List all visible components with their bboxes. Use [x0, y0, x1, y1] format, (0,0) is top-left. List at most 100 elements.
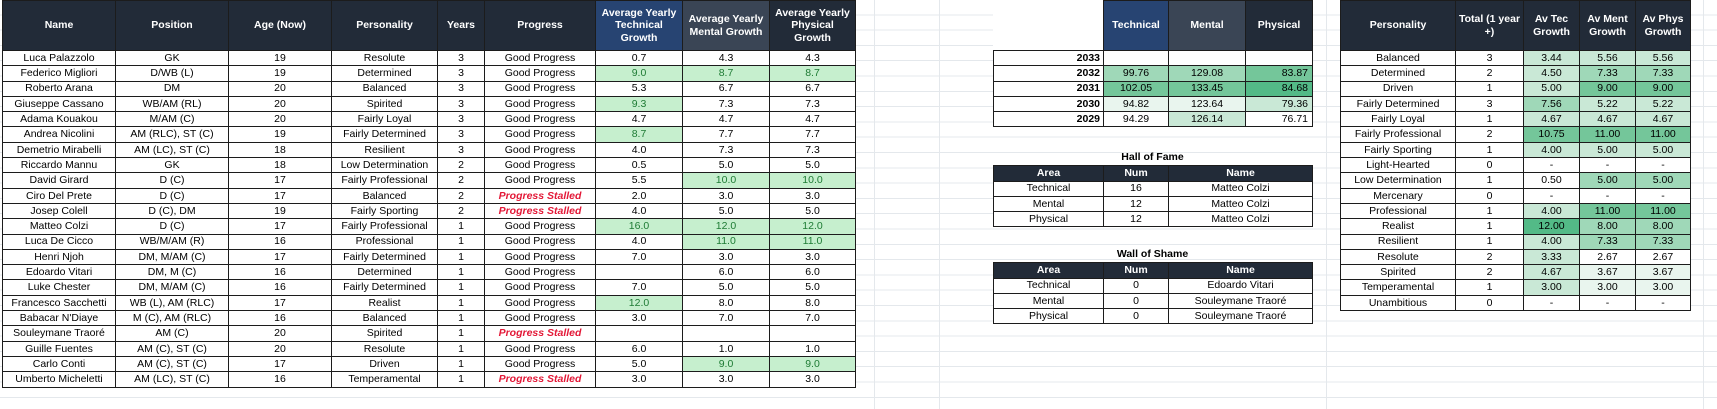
cell-progress[interactable]: Progress Stalled: [484, 371, 596, 388]
cell-progress[interactable]: Good Progress: [484, 157, 596, 174]
cell-personality[interactable]: Fairly Determined: [331, 126, 438, 143]
cell-growth-mental[interactable]: 7.7: [682, 126, 770, 143]
cell-personality[interactable]: Low Determination: [1340, 172, 1456, 189]
cell-av-ment-growth[interactable]: 11.00: [1579, 126, 1636, 143]
column-header-total-1-year[interactable]: Total (1 year +): [1455, 0, 1524, 51]
cell-personality[interactable]: Fairly Professional: [331, 172, 438, 189]
cell-player-name[interactable]: Josep Colell: [2, 202, 116, 220]
cell-total[interactable]: 0: [1455, 187, 1524, 204]
cell-growth-technical[interactable]: 5.0: [595, 355, 683, 373]
cell-growth-physical[interactable]: 7.7: [769, 126, 856, 143]
cell-position[interactable]: GK: [115, 157, 229, 174]
cell-years[interactable]: 1: [437, 355, 485, 373]
cell-total[interactable]: 1: [1455, 80, 1524, 97]
cell-num[interactable]: 16: [1103, 180, 1169, 197]
cell-years[interactable]: 1: [437, 279, 485, 296]
cell-years[interactable]: 1: [437, 218, 485, 235]
cell-av-phys-growth[interactable]: -: [1635, 187, 1691, 204]
cell-age[interactable]: 17: [228, 248, 332, 266]
cell-growth-physical[interactable]: 6.0: [769, 264, 856, 281]
cell-progress[interactable]: Good Progress: [484, 264, 596, 281]
cell-player-name[interactable]: Luca De Cicco: [2, 233, 116, 250]
cell-growth-physical[interactable]: 7.3: [769, 141, 856, 159]
cell-years[interactable]: 1: [437, 325, 485, 342]
cell-personality[interactable]: Fairly Determined: [331, 279, 438, 296]
column-header-mental[interactable]: Mental: [1168, 0, 1246, 51]
cell-player-name[interactable]: Guille Fuentes: [2, 340, 116, 357]
cell-total[interactable]: 1: [1455, 233, 1524, 250]
cell-growth-physical[interactable]: 4.3: [769, 49, 856, 67]
cell-player-name[interactable]: Roberto Arana: [2, 80, 116, 97]
cell-personality[interactable]: Realist: [1340, 218, 1456, 235]
column-header-num[interactable]: Num: [1103, 262, 1169, 279]
cell-personality[interactable]: Resilient: [331, 141, 438, 159]
cell-years[interactable]: 1: [437, 310, 485, 327]
cell-growth-technical[interactable]: 8.7: [595, 126, 683, 143]
cell-growth-mental[interactable]: 6.0: [682, 264, 770, 281]
cell-years[interactable]: 1: [437, 264, 485, 281]
cell-position[interactable]: WB/M/AM (R): [115, 233, 229, 250]
cell-personality[interactable]: Professional: [331, 233, 438, 250]
cell-av-ment-growth[interactable]: 8.00: [1579, 218, 1636, 235]
cell-total[interactable]: 1: [1455, 202, 1524, 220]
cell-age[interactable]: 19: [228, 202, 332, 220]
cell-position[interactable]: M (C), AM (RLC): [115, 310, 229, 327]
cell-year-mental[interactable]: [1168, 49, 1246, 67]
cell-age[interactable]: 17: [228, 172, 332, 189]
cell-growth-mental[interactable]: 11.0: [682, 233, 770, 250]
cell-growth-physical[interactable]: 7.3: [769, 95, 856, 113]
cell-year-mental[interactable]: 123.64: [1168, 95, 1246, 113]
cell-area[interactable]: Technical: [993, 180, 1104, 197]
cell-av-phys-growth[interactable]: 7.33: [1635, 65, 1691, 82]
cell-growth-technical[interactable]: 7.0: [595, 248, 683, 266]
cell-progress[interactable]: Good Progress: [484, 248, 596, 266]
cell-years[interactable]: 3: [437, 65, 485, 82]
cell-av-ment-growth[interactable]: 11.00: [1579, 202, 1636, 220]
cell-total[interactable]: 1: [1455, 172, 1524, 189]
cell-av-phys-growth[interactable]: 4.67: [1635, 111, 1691, 128]
cell-av-tec-growth[interactable]: 4.00: [1523, 202, 1580, 220]
cell-av-ment-growth[interactable]: 5.00: [1579, 172, 1636, 189]
cell-total[interactable]: 2: [1455, 65, 1524, 82]
cell-years[interactable]: 2: [437, 187, 485, 204]
cell-growth-technical[interactable]: 12.0: [595, 294, 683, 312]
cell-age[interactable]: 17: [228, 187, 332, 204]
cell-personality[interactable]: Determined: [331, 65, 438, 82]
cell-growth-technical[interactable]: 4.7: [595, 111, 683, 128]
column-header-personality[interactable]: Personality: [1340, 0, 1456, 51]
cell-age[interactable]: 16: [228, 371, 332, 388]
cell-personality[interactable]: Fairly Sporting: [1340, 141, 1456, 159]
cell-av-phys-growth[interactable]: -: [1635, 294, 1691, 312]
cell-player-name[interactable]: David Girard: [2, 172, 116, 189]
cell-growth-physical[interactable]: 8.0: [769, 294, 856, 312]
cell-growth-technical[interactable]: 0.7: [595, 49, 683, 67]
cell-position[interactable]: WB/AM (RL): [115, 95, 229, 113]
cell-age[interactable]: 20: [228, 80, 332, 97]
cell-personality[interactable]: Realist: [331, 294, 438, 312]
cell-position[interactable]: WB (L), AM (RLC): [115, 294, 229, 312]
cell-area[interactable]: Mental: [993, 292, 1104, 310]
cell-av-ment-growth[interactable]: 4.67: [1579, 111, 1636, 128]
cell-progress[interactable]: Good Progress: [484, 310, 596, 327]
cell-total[interactable]: 3: [1455, 49, 1524, 67]
cell-personality[interactable]: Balanced: [1340, 49, 1456, 67]
cell-position[interactable]: AM (C), ST (C): [115, 355, 229, 373]
cell-progress[interactable]: Progress Stalled: [484, 325, 596, 342]
cell-av-ment-growth[interactable]: 3.00: [1579, 279, 1636, 296]
cell-growth-technical[interactable]: 6.0: [595, 340, 683, 357]
cell-progress[interactable]: Good Progress: [484, 80, 596, 97]
column-header-personality[interactable]: Personality: [331, 0, 438, 51]
cell-av-tec-growth[interactable]: 3.44: [1523, 49, 1580, 67]
cell-av-tec-growth[interactable]: 4.00: [1523, 233, 1580, 250]
cell-age[interactable]: 19: [228, 65, 332, 82]
cell-age[interactable]: 20: [228, 111, 332, 128]
cell-name[interactable]: Matteo Colzi: [1168, 211, 1313, 228]
cell-age[interactable]: 18: [228, 141, 332, 159]
cell-av-phys-growth[interactable]: 2.67: [1635, 248, 1691, 266]
cell-growth-mental[interactable]: [682, 325, 770, 342]
cell-personality[interactable]: Low Determination: [331, 157, 438, 174]
cell-years[interactable]: 2: [437, 202, 485, 220]
cell-position[interactable]: AM (C), ST (C): [115, 340, 229, 357]
cell-av-phys-growth[interactable]: 7.33: [1635, 233, 1691, 250]
cell-position[interactable]: AM (LC), ST (C): [115, 141, 229, 159]
